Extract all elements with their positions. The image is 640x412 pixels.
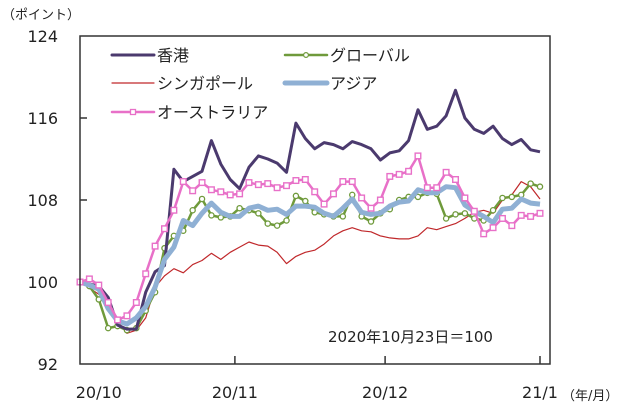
legend-label: グローバル <box>330 46 410 65</box>
data-point <box>264 180 272 188</box>
data-point <box>264 220 272 227</box>
data-point <box>480 230 488 238</box>
data-point <box>283 217 290 224</box>
data-point <box>489 224 497 232</box>
data-point <box>414 152 422 160</box>
data-point <box>236 190 244 198</box>
data-point <box>189 187 197 195</box>
data-point <box>442 168 450 176</box>
data-point <box>442 215 450 222</box>
data-point <box>527 212 535 220</box>
data-point <box>339 213 347 220</box>
data-point <box>423 184 431 192</box>
data-point <box>508 222 516 230</box>
data-point <box>470 207 478 215</box>
data-point <box>217 188 225 196</box>
data-point <box>536 209 544 217</box>
data-point <box>123 312 131 320</box>
data-point <box>198 179 206 187</box>
data-point <box>179 178 187 186</box>
series-1 <box>76 180 544 334</box>
x-tick-label: 20/12 <box>362 383 408 402</box>
data-point <box>499 194 506 202</box>
data-point <box>170 206 178 214</box>
legend-label: 香港 <box>157 46 189 65</box>
data-point <box>386 172 394 180</box>
y-tick-label: 92 <box>38 355 58 374</box>
data-point <box>405 167 413 175</box>
plot-area-frame <box>79 35 551 365</box>
data-point <box>292 192 300 200</box>
series-line <box>79 88 541 331</box>
data-point <box>461 210 469 217</box>
data-point <box>508 193 516 201</box>
data-point <box>104 324 112 332</box>
x-tick-label: 20/11 <box>212 383 258 402</box>
base-date-annotation: 2020年10月23日＝100 <box>328 328 493 346</box>
data-point <box>273 184 281 192</box>
data-point <box>489 206 497 214</box>
y-tick-label: 116 <box>27 109 58 128</box>
data-point <box>302 197 309 205</box>
data-point <box>517 211 525 219</box>
data-point <box>114 316 122 324</box>
series-4 <box>76 152 544 324</box>
x-tick-label: 20/10 <box>76 383 122 402</box>
data-point <box>498 214 506 222</box>
data-point <box>311 188 319 196</box>
data-point <box>527 180 534 187</box>
data-point <box>452 211 459 218</box>
y-tick-label: 100 <box>27 273 58 292</box>
data-point <box>151 242 159 250</box>
legend-label: シンガポール <box>157 74 253 93</box>
data-point <box>245 179 253 187</box>
y-tick-label: 124 <box>27 27 58 46</box>
data-point <box>414 193 422 201</box>
legend-marker <box>129 108 137 116</box>
series-line <box>79 184 541 327</box>
data-point <box>339 178 347 186</box>
legend-label: オーストラリア <box>157 103 268 122</box>
data-point <box>189 206 196 214</box>
data-point <box>452 175 460 183</box>
data-point <box>104 299 112 307</box>
legend-marker <box>303 51 310 58</box>
data-point <box>320 200 328 208</box>
data-point <box>395 170 403 178</box>
data-point <box>367 204 375 212</box>
data-point <box>95 281 103 289</box>
data-point <box>160 225 168 233</box>
series-0 <box>79 88 541 331</box>
data-point <box>376 196 384 204</box>
data-point <box>461 194 469 202</box>
data-point <box>207 186 215 194</box>
data-point <box>142 270 150 278</box>
data-point <box>292 177 300 185</box>
legend-label: アジア <box>330 74 377 93</box>
data-point <box>273 222 281 229</box>
data-point <box>536 183 544 190</box>
data-point <box>283 182 291 190</box>
data-point <box>329 190 337 198</box>
data-point <box>301 175 309 183</box>
data-point <box>236 204 243 212</box>
x-tick-label: 21/1 <box>522 383 558 402</box>
data-point <box>367 218 375 225</box>
y-tick-label: 108 <box>27 191 58 210</box>
data-point <box>358 194 366 202</box>
y-axis-label: （ポイント） <box>2 8 80 23</box>
data-point <box>348 178 356 186</box>
data-point <box>198 195 206 203</box>
series-3 <box>79 184 541 327</box>
data-point <box>226 191 234 199</box>
data-point <box>208 212 215 219</box>
data-point <box>132 299 140 307</box>
x-axis-unit: （年/月） <box>562 389 618 404</box>
data-point <box>433 184 441 192</box>
data-point <box>85 275 93 283</box>
data-point <box>254 181 262 189</box>
data-point <box>255 210 262 217</box>
